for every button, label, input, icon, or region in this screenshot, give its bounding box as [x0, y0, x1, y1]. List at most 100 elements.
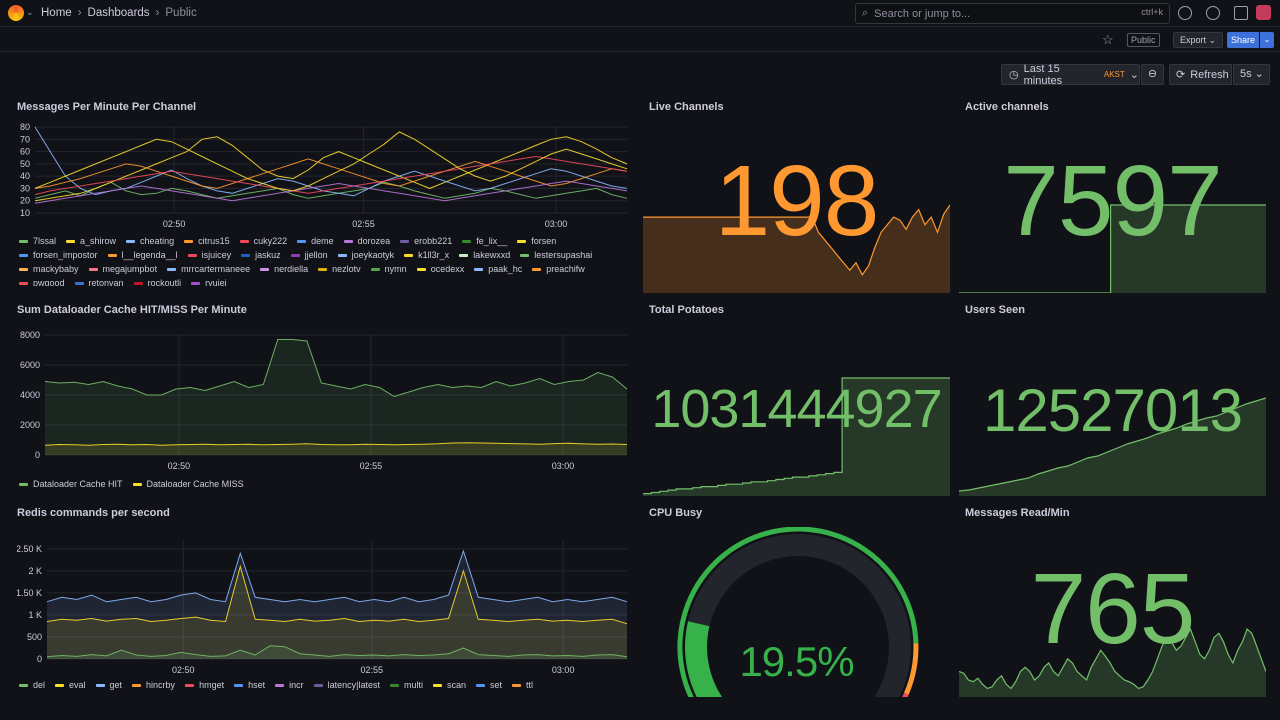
- refresh-interval-picker[interactable]: 5s ⌄: [1233, 64, 1270, 85]
- legend-item[interactable]: preachifw: [532, 264, 585, 274]
- legend-swatch: [132, 683, 142, 687]
- star-icon[interactable]: ☆: [1102, 32, 1114, 47]
- series-line[interactable]: [34, 180, 628, 204]
- legend-item[interactable]: l__legenda__l: [107, 250, 178, 260]
- legend-item[interactable]: fe_lix__: [462, 236, 507, 246]
- legend-item[interactable]: nymn: [370, 264, 407, 274]
- legend-label: forsen_impostor: [33, 250, 98, 260]
- users-seen-sparkline: [959, 397, 1266, 496]
- legend-item[interactable]: mackybaby: [19, 264, 79, 274]
- legend-item[interactable]: get: [95, 677, 122, 693]
- search-placeholder: Search or jump to...: [874, 7, 971, 20]
- legend-item[interactable]: ryujei: [191, 278, 227, 286]
- legend-item[interactable]: eval: [55, 677, 86, 693]
- legend-item[interactable]: latency|latest: [313, 677, 380, 693]
- legend-item[interactable]: multi: [389, 677, 423, 693]
- legend-item[interactable]: forsen: [517, 236, 556, 246]
- legend-item[interactable]: a_shirow: [66, 236, 116, 246]
- legend-item[interactable]: nezlotv: [318, 264, 361, 274]
- search-input[interactable]: ⌕ Search or jump to... ctrl+k: [855, 3, 1170, 24]
- legend-item[interactable]: del: [19, 677, 45, 693]
- legend-swatch: [416, 267, 426, 271]
- series-line[interactable]: [44, 339, 628, 398]
- series-area: [47, 645, 627, 659]
- share-dropdown-button[interactable]: ⌄: [1260, 32, 1274, 48]
- series-line[interactable]: [34, 136, 628, 202]
- kiosk-icon[interactable]: [1234, 6, 1248, 20]
- legend-item[interactable]: scan: [433, 677, 466, 693]
- series-line[interactable]: [34, 181, 628, 199]
- legend-item[interactable]: 7lssal: [19, 236, 56, 246]
- legend-item[interactable]: lestersupashai: [520, 250, 592, 260]
- series-line[interactable]: [46, 645, 628, 658]
- legend-item[interactable]: k1ll3r_x: [404, 250, 449, 260]
- legend-item[interactable]: dorozea: [343, 236, 390, 246]
- legend-item[interactable]: mrrcartermaneee: [167, 264, 250, 274]
- legend-item[interactable]: Dataloader Cache HIT: [19, 476, 123, 492]
- clock-icon: ◷: [1009, 69, 1019, 81]
- share-button[interactable]: Share: [1227, 32, 1259, 48]
- legend-item[interactable]: erobb221: [400, 236, 452, 246]
- dataloader-chart[interactable]: 8000 6000 4000 2000 0 02:50 02:55 03:00: [17, 329, 629, 479]
- legend-item[interactable]: paak_hc: [474, 264, 522, 274]
- news-icon[interactable]: [1206, 6, 1220, 20]
- gauge-threshold-red: [902, 692, 909, 697]
- help-icon[interactable]: [1178, 6, 1192, 20]
- series-line[interactable]: [34, 158, 628, 189]
- legend-label: scan: [447, 680, 467, 690]
- x-tick-label: 02:55: [360, 461, 383, 471]
- time-range-picker[interactable]: ◷ Last 15 minutes AKST ⌄: [1001, 63, 1140, 87]
- legend-item[interactable]: joeykaotyk: [337, 250, 394, 260]
- legend-item[interactable]: lakewxxd: [459, 250, 510, 260]
- legend-label: retonyan: [88, 278, 124, 286]
- legend-item[interactable]: pwgood: [19, 278, 65, 286]
- series-line[interactable]: [44, 442, 628, 446]
- legend-item[interactable]: ocedexx: [416, 264, 464, 274]
- grafana-logo-icon[interactable]: [8, 5, 24, 21]
- legend-swatch: [19, 239, 28, 243]
- legend-swatch: [459, 253, 469, 257]
- legend-item[interactable]: jaskuz: [241, 250, 281, 260]
- series-line[interactable]: [34, 126, 628, 197]
- legend-item[interactable]: nerdiella: [260, 264, 308, 274]
- legend-item[interactable]: Dataloader Cache MISS: [132, 476, 244, 492]
- series-line[interactable]: [46, 549, 628, 603]
- series-line[interactable]: [34, 131, 628, 192]
- x-tick-label: 02:50: [168, 461, 191, 471]
- messages-chart[interactable]: 80 70 60 50 40 30 20 10 02:50 02:55 03:00: [17, 121, 629, 251]
- legend-item[interactable]: hmget: [185, 677, 224, 693]
- zoom-out-button[interactable]: ⊖: [1141, 64, 1164, 85]
- legend-item[interactable]: hset: [234, 677, 265, 693]
- chevron-down-icon[interactable]: ⌄: [26, 7, 34, 17]
- refresh-button[interactable]: ⟳ Refresh: [1169, 64, 1232, 85]
- legend-item[interactable]: retonyan: [74, 278, 124, 286]
- legend-item[interactable]: forsen_impostor: [19, 250, 98, 260]
- total-potatoes-sparkline: [643, 377, 950, 496]
- legend-item[interactable]: jjellon: [290, 250, 328, 260]
- legend-label: hset: [248, 680, 266, 690]
- redis-chart[interactable]: 2.50 K 2 K 1.50 K 1 K 500 0 02:50 02:55 03:00: [17, 534, 629, 689]
- legend-item[interactable]: megajumpbot: [88, 264, 157, 274]
- legend-label: isjuicey: [201, 250, 232, 260]
- legend-item[interactable]: incr: [275, 677, 304, 693]
- legend-item[interactable]: citrus15: [184, 236, 230, 246]
- series-line[interactable]: [34, 155, 628, 196]
- legend-label: deme: [311, 236, 334, 246]
- legend-item[interactable]: set: [476, 677, 502, 693]
- legend-swatch: [404, 253, 414, 257]
- legend-item[interactable]: hincrby: [132, 677, 175, 693]
- legend-item[interactable]: isjuicey: [187, 250, 232, 260]
- y-tick-label: 8000: [20, 330, 40, 340]
- avatar[interactable]: [1256, 5, 1271, 20]
- series-line[interactable]: [46, 564, 628, 625]
- breadcrumb-home[interactable]: Home: [41, 7, 72, 19]
- legend-item[interactable]: ttl: [512, 677, 533, 693]
- legend-item[interactable]: cuky222: [239, 236, 287, 246]
- breadcrumb-dashboards[interactable]: Dashboards: [87, 7, 150, 19]
- export-button[interactable]: Export ⌄: [1173, 32, 1224, 48]
- legend-item[interactable]: rockoutli: [133, 278, 181, 286]
- breadcrumb: Home › Dashboards › Public: [41, 7, 197, 19]
- legend-item[interactable]: deme: [297, 236, 334, 246]
- top-bar: ⌄ Home › Dashboards › Public ⌕ Search or…: [0, 0, 1280, 27]
- legend-item[interactable]: cheating: [126, 236, 174, 246]
